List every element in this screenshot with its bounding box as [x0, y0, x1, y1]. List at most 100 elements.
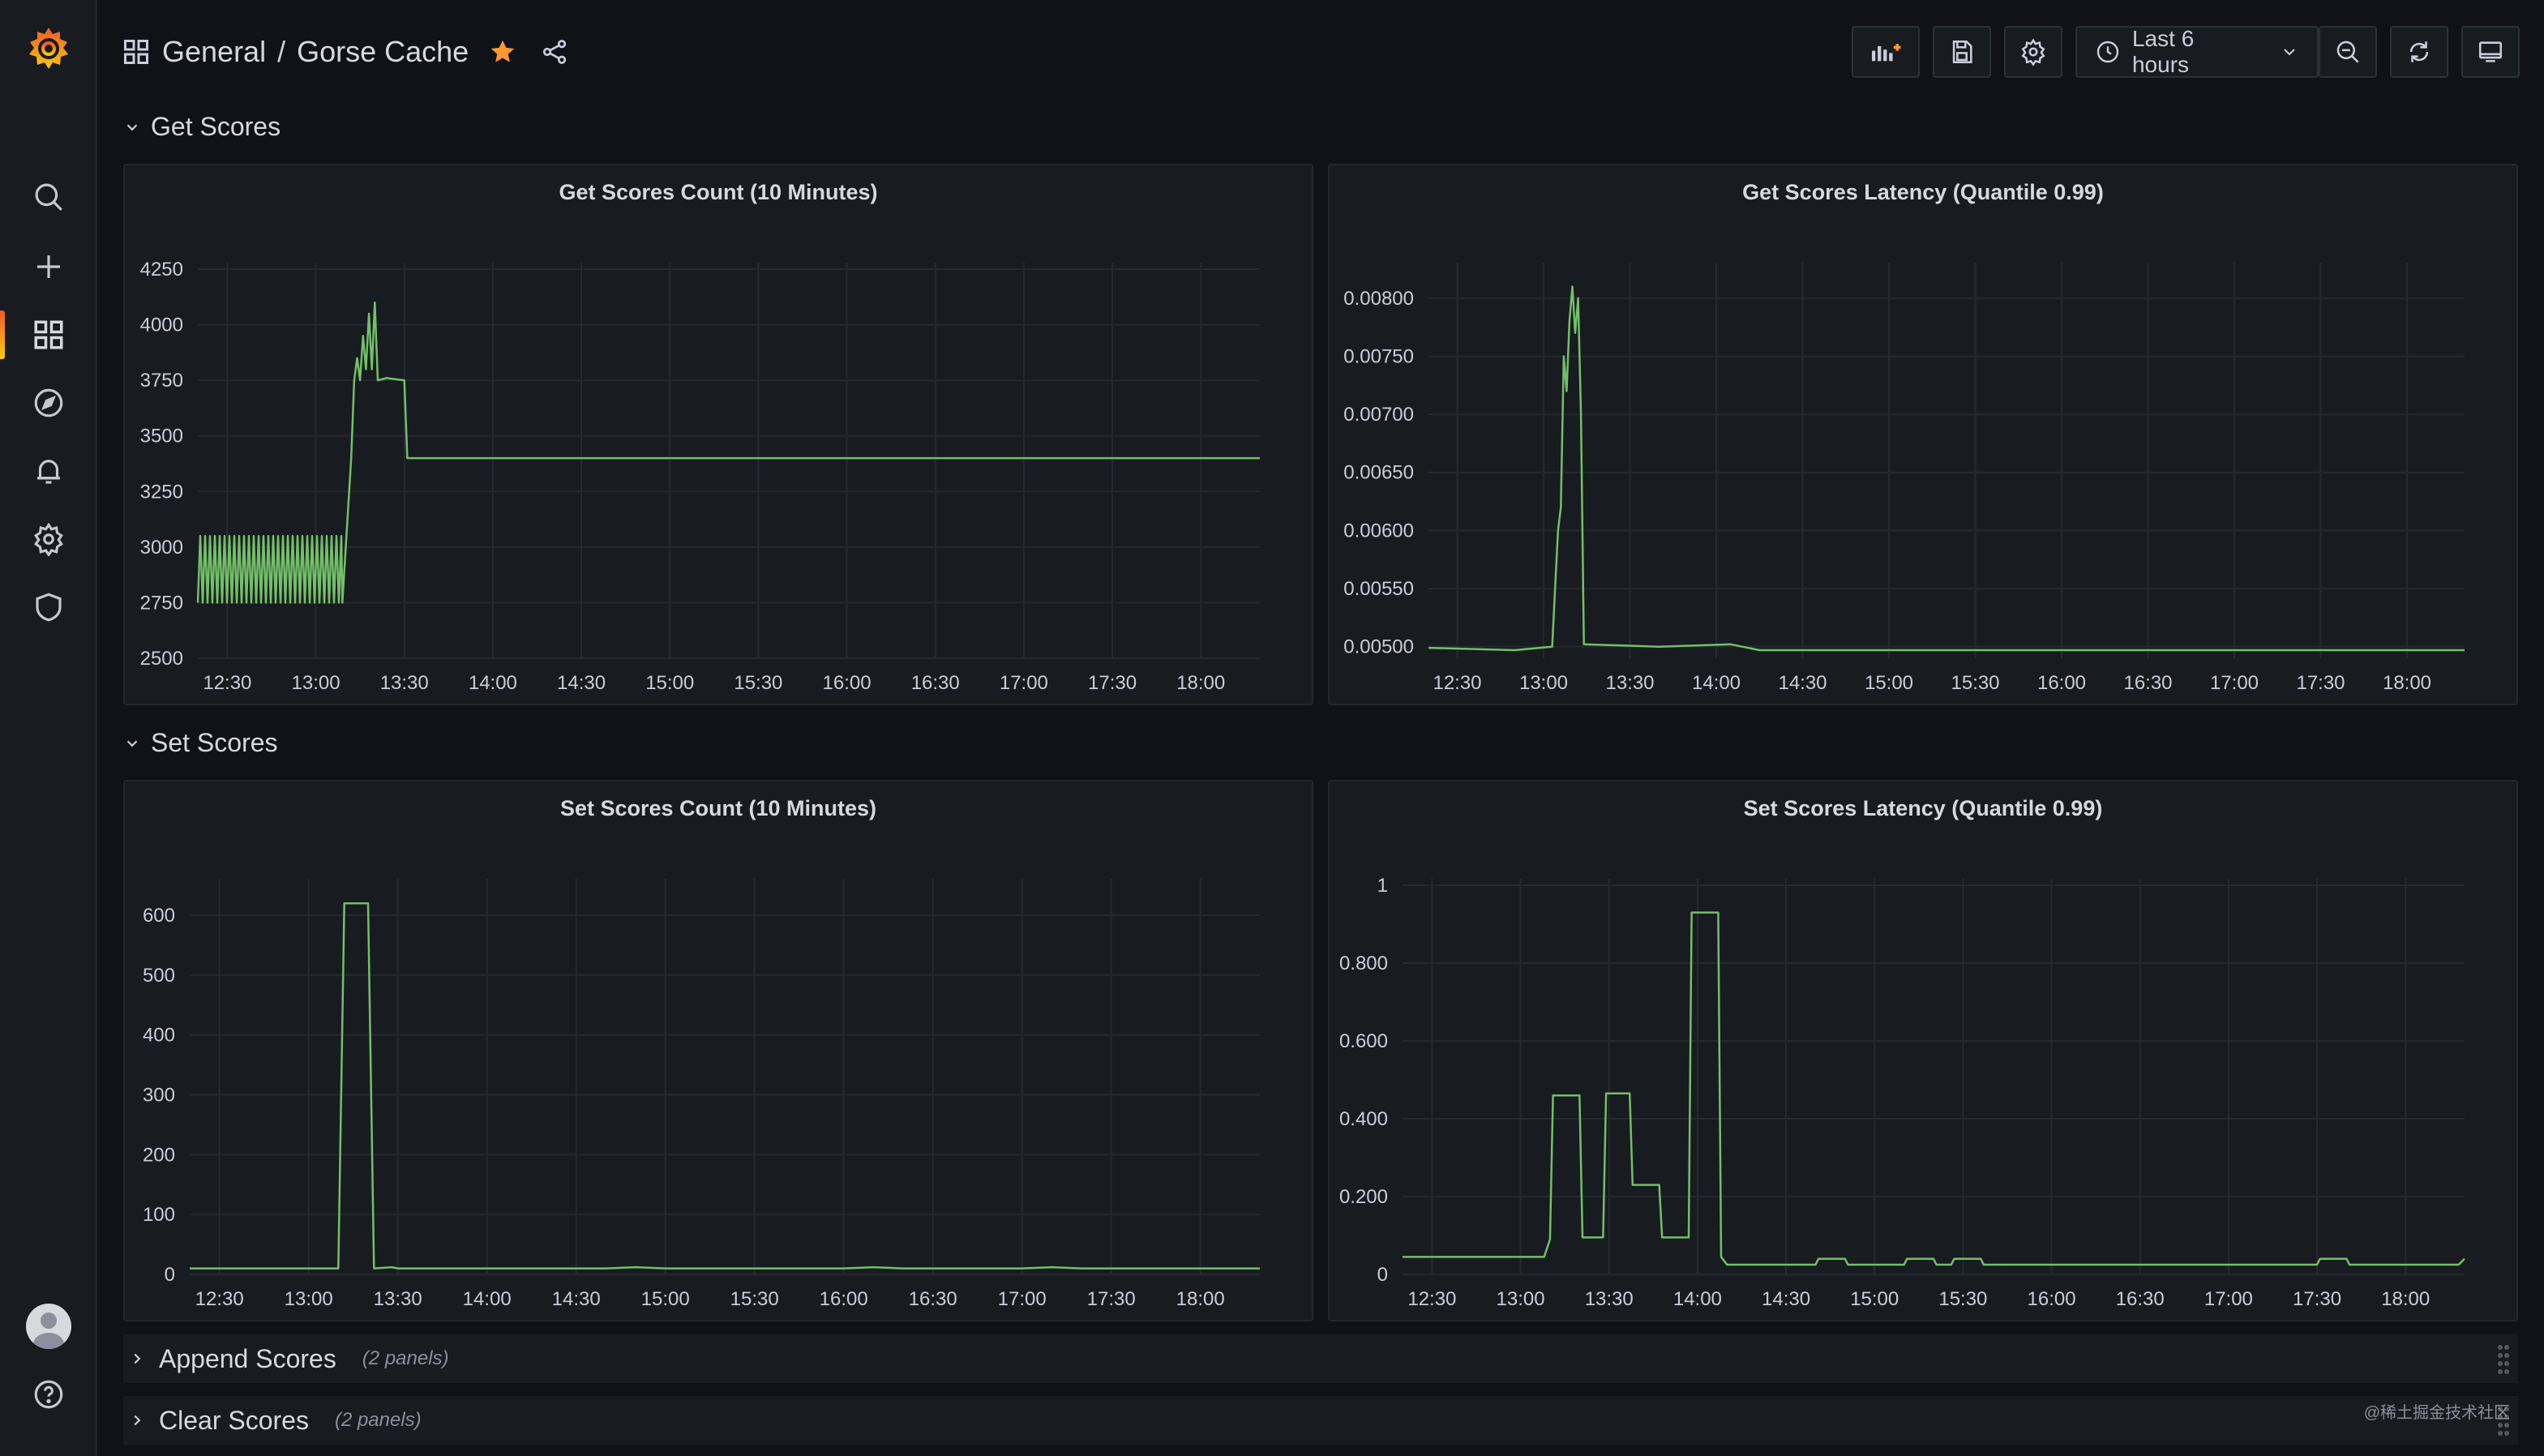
save-dashboard-button[interactable]	[1933, 26, 1991, 78]
dashboards-icon	[124, 40, 148, 64]
x-tick-label: 17:00	[2210, 672, 2259, 694]
y-tick-label: 3750	[140, 370, 183, 392]
x-tick-label: 17:30	[2296, 672, 2345, 694]
clock-icon	[2096, 41, 2119, 63]
x-tick-label: 13:00	[1497, 1288, 1545, 1310]
alerting-icon[interactable]	[0, 442, 97, 500]
x-tick-label: 14:30	[557, 672, 606, 694]
panel-title: Set Scores Count (10 Minutes)	[559, 796, 877, 820]
series-line	[1403, 911, 2465, 1266]
y-tick-label: 0.600	[1339, 1030, 1388, 1052]
save-icon	[1952, 40, 1972, 64]
sidebar	[0, 0, 97, 1456]
refresh-button[interactable]	[2390, 26, 2448, 78]
shield-icon[interactable]	[0, 578, 97, 636]
panel-get-scores-count[interactable]: Get Scores Count (10 Minutes) 12:30 13:00…	[123, 164, 1313, 705]
row-title: Clear Scores	[159, 1405, 309, 1435]
share-icon[interactable]	[540, 37, 569, 66]
add-panel-button[interactable]	[1852, 26, 1920, 78]
x-tick-label: 13:30	[380, 672, 429, 694]
row-get-scores[interactable]: Get Scores	[123, 112, 281, 142]
x-tick-label: 17:30	[1088, 672, 1137, 694]
x-tick-label: 13:00	[292, 672, 340, 694]
tv-mode-button[interactable]	[2461, 26, 2520, 78]
row-title: Get Scores	[151, 112, 281, 141]
star-icon[interactable]	[488, 37, 517, 66]
dashboard-settings-button[interactable]	[2004, 26, 2062, 78]
y-tick-label: 0.00550	[1343, 578, 1414, 600]
x-tick-label: 13:30	[374, 1288, 422, 1310]
x-tick-label: 15:00	[641, 1288, 690, 1310]
x-tick-label: 16:30	[909, 1288, 957, 1310]
series-line	[196, 301, 1260, 604]
row-set-scores[interactable]: Set Scores	[123, 728, 278, 758]
x-tick-label: 12:30	[1433, 672, 1481, 694]
panel-set-scores-count[interactable]: Set Scores Count (10 Minutes) 12:30 13:00…	[123, 780, 1313, 1321]
y-tick-label: 0.00600	[1343, 520, 1414, 542]
y-tick-label: 0	[1377, 1264, 1388, 1286]
time-range-picker[interactable]: Last 6 hours	[2075, 26, 2319, 78]
help-icon[interactable]	[0, 1365, 97, 1424]
breadcrumb-separator: /	[277, 35, 286, 68]
x-tick-label: 18:00	[1176, 672, 1225, 694]
tv-mode-icon	[2478, 41, 2503, 62]
x-tick-label: 15:30	[734, 672, 782, 694]
x-tick-label: 15:00	[645, 672, 694, 694]
x-tick-label: 12:30	[195, 1288, 244, 1310]
row-clear-scores[interactable]: Clear Scores (2 panels)	[123, 1396, 2518, 1445]
chevron-down-icon	[2284, 49, 2295, 56]
row-panel-count: (2 panels)	[362, 1347, 449, 1369]
search-icon[interactable]	[0, 168, 97, 226]
row-title: Set Scores	[151, 728, 278, 757]
y-tick-label: 600	[143, 905, 175, 927]
y-tick-label: 400	[143, 1025, 175, 1047]
explore-icon[interactable]	[0, 374, 97, 432]
x-tick-label: 17:30	[2293, 1288, 2341, 1310]
chevron-down-icon	[126, 123, 138, 131]
x-tick-label: 15:00	[1865, 672, 1913, 694]
x-tick-label: 14:30	[1778, 672, 1827, 694]
time-range-label: Last 6 hours	[2131, 26, 2195, 77]
y-tick-label: 0.00650	[1343, 462, 1414, 484]
dashboard-title[interactable]: Gorse Cache	[297, 35, 469, 68]
x-tick-label: 13:00	[1519, 672, 1568, 694]
breadcrumb: General / Gorse Cache	[122, 29, 569, 75]
chart-set-scores-count: 12:30 13:00 13:30 14:00 14:30 15:00 15:30 16:00…	[143, 879, 1260, 1310]
x-tick-label: 12:30	[203, 672, 251, 694]
x-tick-label: 16:30	[2123, 672, 2172, 694]
x-tick-label: 14:30	[552, 1288, 601, 1310]
chevron-right-icon	[134, 1353, 141, 1364]
drag-handle-icon[interactable]	[2495, 1404, 2512, 1437]
zoom-out-button[interactable]	[2319, 26, 2377, 78]
panel-get-scores-latency[interactable]: Get Scores Latency (Quantile 0.99) 12:30…	[1328, 164, 2518, 705]
x-tick-label: 13:30	[1605, 672, 1654, 694]
y-tick-label: 0.00750	[1343, 345, 1414, 367]
x-tick-label: 18:00	[1176, 1288, 1225, 1310]
plus-icon[interactable]	[0, 238, 97, 296]
settings-icon[interactable]	[0, 510, 97, 568]
grafana-logo-icon[interactable]	[23, 23, 75, 75]
watermark: @稀土掘金技术社区	[2363, 1404, 2510, 1422]
y-tick-label: 0	[165, 1264, 175, 1286]
dashboards-icon[interactable]	[0, 306, 97, 364]
y-tick-label: 0.400	[1339, 1108, 1388, 1130]
y-tick-label: 0.200	[1339, 1186, 1388, 1208]
panel-title: Get Scores Count (10 Minutes)	[559, 180, 878, 204]
x-tick-label: 16:00	[820, 1288, 868, 1310]
x-tick-label: 18:00	[2383, 672, 2431, 694]
refresh-icon	[2409, 41, 2429, 62]
x-tick-label: 13:00	[285, 1288, 333, 1310]
breadcrumb-folder[interactable]: General	[162, 35, 267, 68]
drag-handle-icon[interactable]	[2495, 1343, 2512, 1375]
y-tick-label: 2750	[140, 592, 183, 614]
row-append-scores[interactable]: Append Scores (2 panels)	[123, 1334, 2518, 1383]
panel-set-scores-latency[interactable]: Set Scores Latency (Quantile 0.99) 12:30…	[1328, 780, 2518, 1321]
x-tick-label: 15:00	[1850, 1288, 1899, 1310]
avatar[interactable]	[26, 1304, 71, 1349]
row-title: Append Scores	[159, 1343, 336, 1373]
series-line	[1428, 285, 2465, 652]
y-tick-label: 0.00800	[1343, 288, 1414, 310]
x-tick-label: 14:00	[469, 672, 517, 694]
y-tick-label: 0.800	[1339, 953, 1388, 974]
y-tick-label: 1	[1377, 875, 1388, 897]
